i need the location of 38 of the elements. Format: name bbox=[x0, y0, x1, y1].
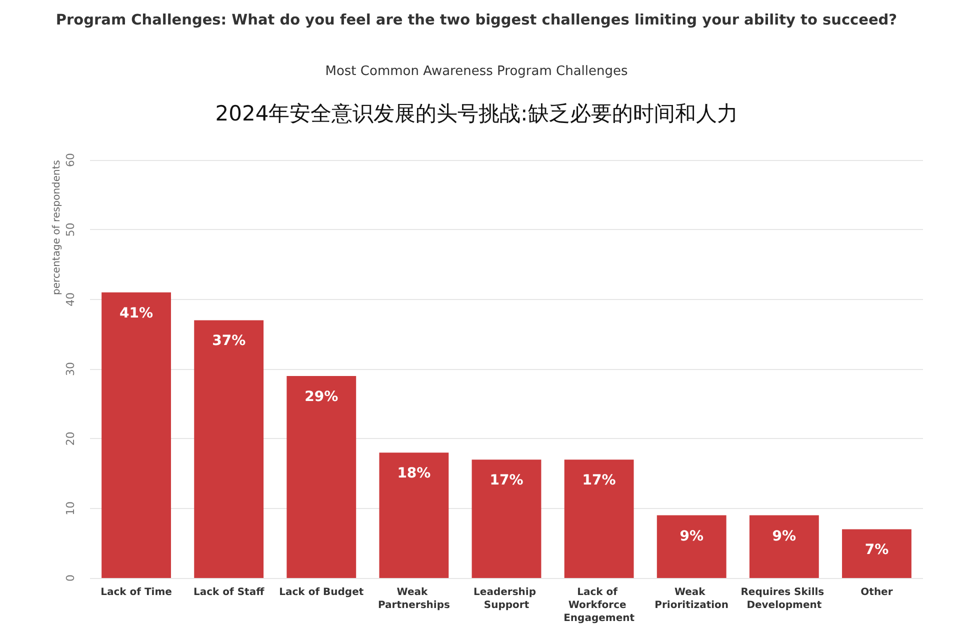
bar bbox=[102, 292, 171, 578]
data-label: 18% bbox=[397, 466, 431, 482]
x-tick-label: Lack of Time bbox=[100, 587, 172, 598]
bar bbox=[656, 515, 726, 578]
data-label: 9% bbox=[772, 528, 796, 544]
y-tick-label: 0 bbox=[64, 574, 77, 582]
text: 2024年安全意识发展的头号挑战:缺乏必要的时间和人力 bbox=[215, 102, 738, 126]
y-tick-label: 10 bbox=[64, 501, 77, 516]
data-label: 17% bbox=[490, 472, 524, 489]
x-tick-label: Weak Prioritization bbox=[654, 587, 729, 611]
y-tick-label: 30 bbox=[64, 362, 77, 376]
x-tick-label: Leadership Support bbox=[474, 587, 540, 611]
x-tick-label: Lack of Workforce Engagement bbox=[564, 587, 635, 624]
data-label: 37% bbox=[212, 333, 246, 350]
bar bbox=[194, 320, 264, 578]
data-label: 29% bbox=[304, 388, 338, 405]
bar bbox=[749, 515, 819, 578]
bar bbox=[379, 452, 449, 578]
chart-subtitle: Most Common Awareness Program Challenges bbox=[325, 64, 628, 79]
data-label: 41% bbox=[120, 305, 154, 322]
chart-title: Program Challenges: What do you feel are the two biggest challenges limiting your ability to succeed? bbox=[56, 12, 898, 28]
data-label: 7% bbox=[864, 542, 889, 558]
bar bbox=[286, 376, 356, 578]
data-label: 17% bbox=[582, 472, 616, 489]
x-tick-label: Weak Partnerships bbox=[378, 587, 450, 611]
x-tick-label: Other bbox=[860, 587, 893, 598]
bar bbox=[564, 460, 634, 578]
data-label: 9% bbox=[680, 528, 704, 544]
bar bbox=[472, 460, 542, 578]
y-tick-label: 40 bbox=[64, 292, 77, 306]
y-tick-label: 60 bbox=[64, 153, 77, 167]
x-tick-label: Lack of Staff bbox=[193, 587, 266, 598]
x-tick-label: Requires Skills Development bbox=[740, 587, 828, 611]
y-tick-label: 50 bbox=[64, 222, 77, 237]
x-tick-label: Lack of Budget bbox=[279, 587, 364, 598]
y-tick-label: 20 bbox=[64, 432, 77, 446]
y-axis-title: percentage of respondents bbox=[52, 160, 62, 295]
bar bbox=[842, 529, 912, 578]
